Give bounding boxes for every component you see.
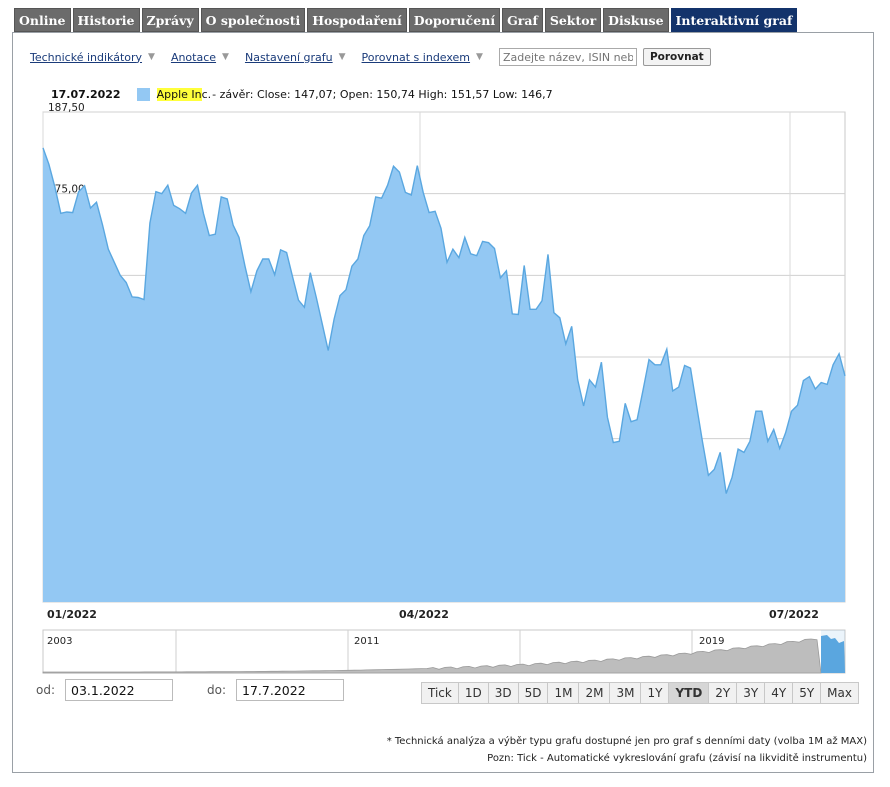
navigator-history-area [42, 638, 822, 674]
from-date-input[interactable] [65, 679, 174, 701]
tab-diskuse[interactable]: Diskuse [603, 8, 669, 32]
tab-sektor[interactable]: Sektor [544, 8, 602, 32]
legend-ohlc-info: - závěr: Close: 147,07; Open: 150,74 Hig… [212, 87, 553, 101]
tab-bar: Online Historie Zprávy O společnosti Hospoda… [14, 8, 798, 32]
navigator-year-label: 2003 [47, 636, 72, 647]
range-button-2m[interactable]: 2M [579, 682, 611, 704]
chart-panel: Technické indikátory ▼ Anotace ▼ Nastave… [12, 32, 874, 773]
to-label: do: [207, 683, 227, 697]
range-button-1d[interactable]: 1D [458, 682, 489, 704]
legend-date: 17.07.2022 [51, 87, 121, 101]
legend-series-name-highlight: Apple In [156, 87, 202, 101]
annotations-menu[interactable]: Anotace [170, 50, 217, 64]
navigator-window[interactable] [821, 630, 845, 673]
x-tick-label: 01/2022 [47, 608, 97, 621]
range-button-3m[interactable]: 3M [610, 682, 642, 704]
range-button-max[interactable]: Max [821, 682, 859, 704]
navigator-year-label: 2019 [699, 636, 724, 647]
tab-o-společnosti[interactable]: O společnosti [200, 8, 306, 32]
tab-historie[interactable]: Historie [72, 8, 140, 32]
price-line [42, 147, 846, 494]
range-button-3d[interactable]: 3D [488, 682, 519, 704]
compare-search-input[interactable] [498, 48, 637, 66]
range-button-1y[interactable]: 1Y [641, 682, 670, 704]
chevron-down-icon[interactable]: ▼ [338, 52, 346, 62]
navigator-year-label: 2011 [354, 636, 379, 647]
chevron-down-icon[interactable]: ▼ [148, 52, 155, 62]
chevron-down-icon[interactable]: ▼ [476, 52, 483, 62]
range-selector: Tick 1D 3D 5D 1M 2M 3M 1Y YTD 2Y 3Y 4Y 5Y Max [421, 682, 859, 704]
legend-swatch [136, 87, 150, 101]
compare-button[interactable]: Porovnat [642, 48, 711, 66]
legend-series-name-rest: c. [201, 87, 212, 101]
x-tick-label: 04/2022 [399, 608, 449, 621]
chart-toolbar: Technické indikátory ▼ Anotace ▼ Nastave… [30, 47, 711, 67]
date-range: od: do: [36, 679, 345, 701]
compare-index-menu[interactable]: Porovnat s indexem [361, 50, 471, 64]
tab-zprávy[interactable]: Zprávy [141, 8, 199, 32]
chart-settings-menu[interactable]: Nastavení grafu [244, 50, 333, 64]
range-button-tick[interactable]: Tick [421, 682, 459, 704]
technical-indicators-menu[interactable]: Technické indikátory [30, 50, 143, 64]
footnote-2: Pozn: Tick - Automatické vykreslování gr… [487, 753, 867, 764]
y-tick-label: 175,00 [48, 184, 85, 196]
tab-online[interactable]: Online [14, 8, 71, 32]
navigator-selected-range[interactable] [821, 635, 845, 673]
range-button-2y[interactable]: 2Y [709, 682, 738, 704]
tab-hospodaření[interactable]: Hospodaření [307, 8, 407, 32]
from-label: od: [36, 683, 56, 697]
range-button-5d[interactable]: 5D [518, 682, 549, 704]
range-button-4y[interactable]: 4Y [765, 682, 794, 704]
price-chart[interactable]: 187,50175,00162,50150,00137,50125,00112,… [13, 33, 873, 683]
x-tick-label: 07/2022 [769, 608, 819, 621]
chevron-down-icon[interactable]: ▼ [222, 52, 229, 62]
range-button-3y[interactable]: 3Y [737, 682, 766, 704]
y-tick-label: 187,50 [48, 102, 85, 114]
to-date-input[interactable] [236, 679, 345, 701]
tab-doporučení[interactable]: Doporučení [408, 8, 501, 32]
range-button-1m[interactable]: 1M [548, 682, 580, 704]
tab-graf[interactable]: Graf [502, 8, 543, 32]
chart-legend: 17.07.2022 Apple In c. - závěr: Close: 14… [51, 86, 553, 102]
tab-interaktivní-graf[interactable]: Interaktivní graf [670, 8, 798, 32]
range-button-ytd[interactable]: YTD [669, 682, 710, 704]
range-button-5y[interactable]: 5Y [793, 682, 822, 704]
footnote-1: * Technická analýza a výběr typu grafu d… [386, 736, 867, 747]
